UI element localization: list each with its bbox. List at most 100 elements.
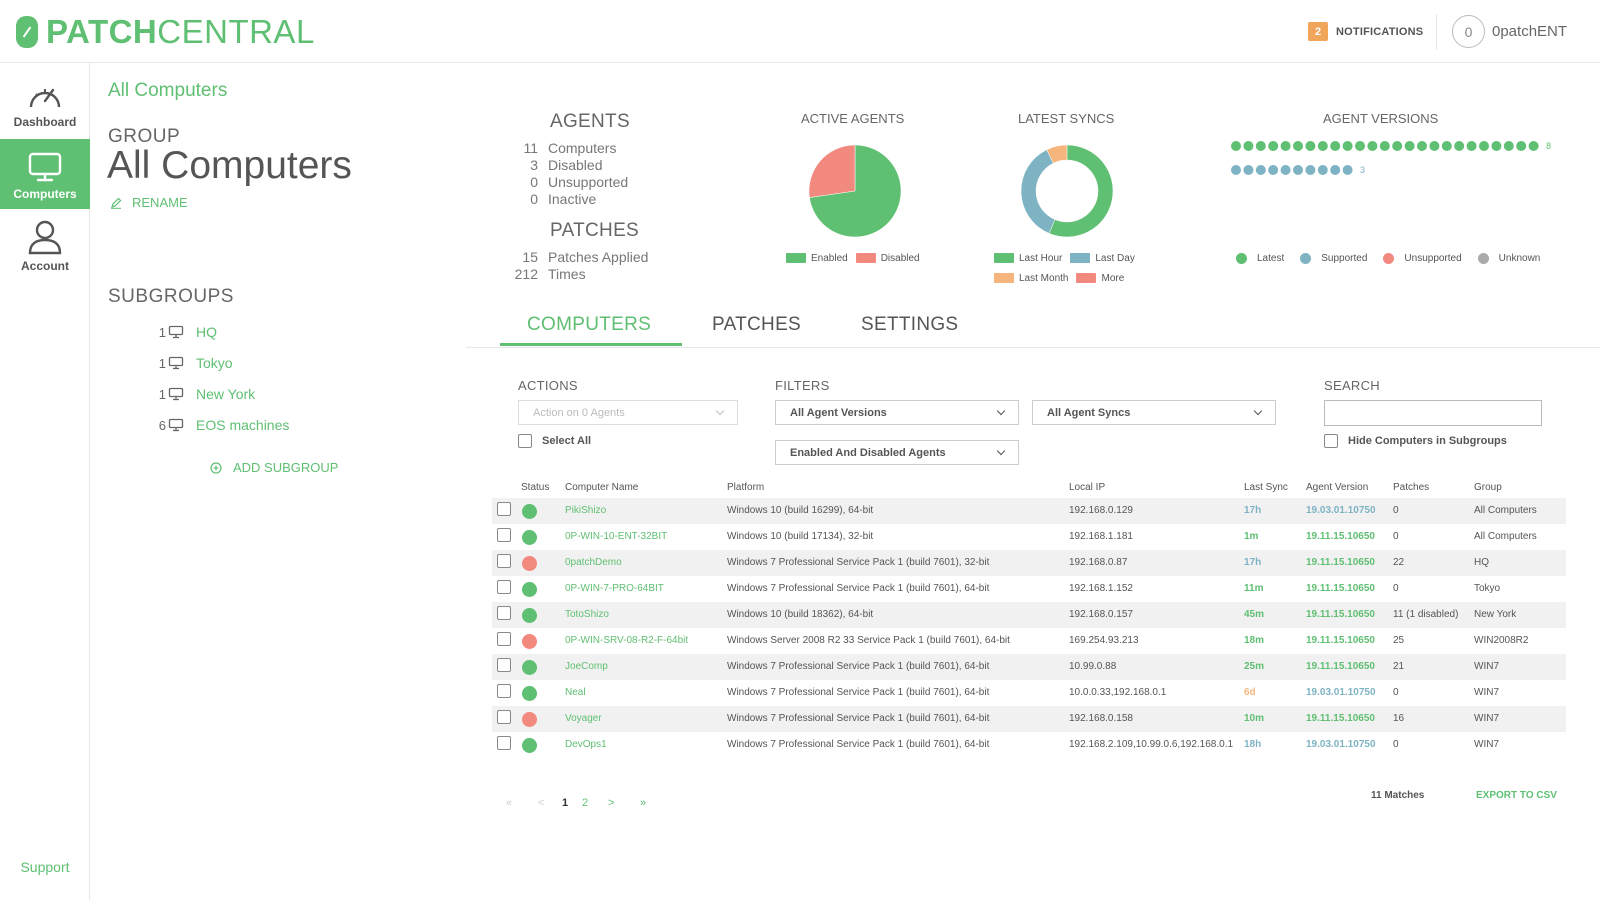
pager-last[interactable]: » bbox=[640, 797, 647, 809]
breadcrumb[interactable]: All Computers bbox=[108, 80, 228, 101]
notifications-count-badge: 2 bbox=[1308, 22, 1328, 41]
group-cell: WIN7 bbox=[1474, 661, 1499, 672]
patchcentral-logo[interactable]: PATCHCENTRAL bbox=[16, 13, 315, 50]
column-header-platform[interactable]: Platform bbox=[727, 482, 765, 493]
column-header-local-ip[interactable]: Local IP bbox=[1069, 482, 1106, 493]
action-select[interactable]: Action on 0 Agents bbox=[518, 400, 738, 425]
search-input[interactable] bbox=[1324, 400, 1542, 426]
pager-prev[interactable]: < bbox=[538, 797, 545, 809]
nav-label-dashboard: Dashboard bbox=[13, 115, 77, 129]
computer-name-link[interactable]: TotoShizo bbox=[565, 609, 609, 620]
hide-subgroups-label: Hide Computers in Subgroups bbox=[1348, 435, 1507, 447]
table-row[interactable]: Voyager Windows 7 Professional Service Pa… bbox=[492, 706, 1566, 732]
version-dot-latest bbox=[1429, 141, 1440, 151]
table-row[interactable]: Neal Windows 7 Professional Service Pack … bbox=[492, 680, 1566, 706]
tab-patches[interactable]: PATCHES bbox=[712, 314, 802, 335]
subgroup-item-eos-machines[interactable]: 6 EOS machines bbox=[140, 415, 290, 435]
agent-versions-title: AGENT VERSIONS bbox=[1323, 111, 1439, 126]
pie-slice-last-day[interactable] bbox=[1020, 149, 1056, 234]
agent-syncs-select[interactable]: All Agent Syncs bbox=[1032, 400, 1276, 425]
computer-name-link[interactable]: PikiShizo bbox=[565, 505, 607, 516]
top-bar: PATCHCENTRAL 2 NOTIFICATIONS 0 0patchENT bbox=[0, 0, 1600, 63]
row-checkbox[interactable] bbox=[497, 736, 511, 750]
pager-page-2[interactable]: 2 bbox=[582, 797, 589, 809]
support-link[interactable]: Support bbox=[20, 859, 70, 875]
agent-state-select[interactable]: Enabled And Disabled Agents bbox=[775, 440, 1019, 465]
hide-subgroups-checkbox[interactable]: Hide Computers in Subgroups bbox=[1324, 434, 1507, 448]
version-dot-latest bbox=[1293, 141, 1303, 151]
table-row[interactable]: 0P-WIN-7-PRO-64BIT Windows 7 Professional… bbox=[492, 576, 1566, 602]
pager-first[interactable]: « bbox=[506, 797, 513, 809]
computer-name-link[interactable]: 0P-WIN-10-ENT-32BIT bbox=[565, 531, 668, 542]
local-ip-cell: 192.168.2.109,10.99.0.6,192.168.0.1 bbox=[1069, 739, 1234, 750]
column-header-last-sync[interactable]: Last Sync bbox=[1244, 482, 1288, 493]
add-subgroup-button[interactable]: ADD SUBGROUP bbox=[210, 460, 338, 475]
computer-name-link[interactable]: 0patchDemo bbox=[565, 557, 622, 568]
chevron-down-icon bbox=[996, 446, 1006, 456]
left-nav: Dashboard Computers Account Support bbox=[0, 63, 90, 900]
computer-name-link[interactable]: JoeComp bbox=[565, 661, 608, 672]
nav-item-account[interactable]: Account bbox=[0, 211, 90, 281]
row-checkbox[interactable] bbox=[497, 554, 511, 568]
nav-item-dashboard[interactable]: Dashboard bbox=[0, 67, 90, 137]
column-header-status[interactable]: Status bbox=[521, 482, 550, 493]
platform-cell: Windows 10 (build 17134), 32-bit bbox=[727, 531, 874, 542]
agent-version-cell: 19.11.15.10650 bbox=[1306, 531, 1375, 542]
pie-slice-last-hour[interactable] bbox=[1048, 144, 1114, 238]
table-row[interactable]: PikiShizo Windows 10 (build 16299), 64-bi… bbox=[492, 498, 1566, 524]
pie-slice-disabled[interactable] bbox=[808, 144, 856, 198]
row-checkbox[interactable] bbox=[497, 632, 511, 646]
agent-versions-legend: Latest Supported Unsupported Unknown bbox=[1236, 248, 1548, 268]
subgroup-item-new-york[interactable]: 1 New York bbox=[140, 384, 255, 404]
nav-label-account: Account bbox=[21, 259, 69, 273]
row-checkbox[interactable] bbox=[497, 658, 511, 672]
column-header-patches[interactable]: Patches bbox=[1393, 482, 1430, 493]
version-dot-latest bbox=[1454, 141, 1465, 151]
subgroup-item-tokyo[interactable]: 1 Tokyo bbox=[140, 353, 233, 373]
agent-versions-select-value: All Agent Versions bbox=[790, 406, 887, 419]
row-checkbox[interactable] bbox=[497, 710, 511, 724]
agent-versions-dot-chart: 83 bbox=[1231, 141, 1551, 175]
user-menu[interactable]: 0 0patchENT bbox=[1452, 15, 1567, 48]
computer-name-link[interactable]: Voyager bbox=[565, 713, 602, 724]
tab-computers[interactable]: COMPUTERS bbox=[527, 314, 652, 335]
select-all-checkbox[interactable]: Select All bbox=[518, 434, 591, 448]
table-row[interactable]: 0patchDemo Windows 7 Professional Service… bbox=[492, 550, 1566, 576]
computer-name-link[interactable]: 0P-WIN-7-PRO-64BIT bbox=[565, 583, 664, 594]
rename-button[interactable]: RENAME bbox=[110, 195, 188, 210]
row-checkbox[interactable] bbox=[497, 502, 511, 516]
computer-name-link[interactable]: 0P-WIN-SRV-08-R2-F-64bit bbox=[565, 635, 689, 646]
table-row[interactable]: 0P-WIN-10-ENT-32BIT Windows 10 (build 171… bbox=[492, 524, 1566, 550]
column-header-agent-version[interactable]: Agent Version bbox=[1306, 482, 1369, 493]
agent-version-cell: 19.03.01.10750 bbox=[1306, 739, 1376, 750]
computer-name-link[interactable]: DevOps1 bbox=[565, 739, 607, 750]
pager-page-1[interactable]: 1 bbox=[562, 797, 569, 809]
table-row[interactable]: TotoShizo Windows 10 (build 18362), 64-bi… bbox=[492, 602, 1566, 628]
nav-item-computers[interactable]: Computers bbox=[0, 139, 90, 209]
notifications-button[interactable]: 2 NOTIFICATIONS bbox=[1308, 22, 1423, 41]
version-dot-latest bbox=[1379, 141, 1390, 151]
column-header-computer-name[interactable]: Computer Name bbox=[565, 482, 639, 493]
column-header-group[interactable]: Group bbox=[1474, 482, 1502, 493]
table-row[interactable]: DevOps1 Windows 7 Professional Service Pa… bbox=[492, 732, 1566, 758]
version-dot-latest bbox=[1342, 141, 1353, 151]
subgroup-item-hq[interactable]: 1 HQ bbox=[140, 322, 217, 342]
subgroup-name: HQ bbox=[196, 324, 217, 340]
row-checkbox[interactable] bbox=[497, 528, 511, 542]
legend-item-last-day: Last Day bbox=[1070, 248, 1135, 268]
patches-times-stat: 212 Times bbox=[514, 265, 586, 282]
tab-settings[interactable]: SETTINGS bbox=[861, 314, 959, 335]
subgroup-name: New York bbox=[196, 386, 256, 402]
row-checkbox[interactable] bbox=[497, 606, 511, 620]
table-row[interactable]: 0P-WIN-SRV-08-R2-F-64bit Windows Server 2… bbox=[492, 628, 1566, 654]
row-checkbox[interactable] bbox=[497, 580, 511, 594]
pie-slice-last-month[interactable] bbox=[1046, 144, 1068, 164]
agent-versions-select[interactable]: All Agent Versions bbox=[775, 400, 1019, 425]
subgroups-title: SUBGROUPS bbox=[108, 286, 234, 307]
pager-next[interactable]: > bbox=[608, 797, 615, 809]
row-checkbox[interactable] bbox=[497, 684, 511, 698]
export-csv-button[interactable]: EXPORT TO CSV bbox=[1476, 790, 1557, 801]
computer-name-link[interactable]: Neal bbox=[565, 687, 586, 698]
group-cell: WIN7 bbox=[1474, 739, 1499, 750]
table-row[interactable]: JoeComp Windows 7 Professional Service Pa… bbox=[492, 654, 1566, 680]
